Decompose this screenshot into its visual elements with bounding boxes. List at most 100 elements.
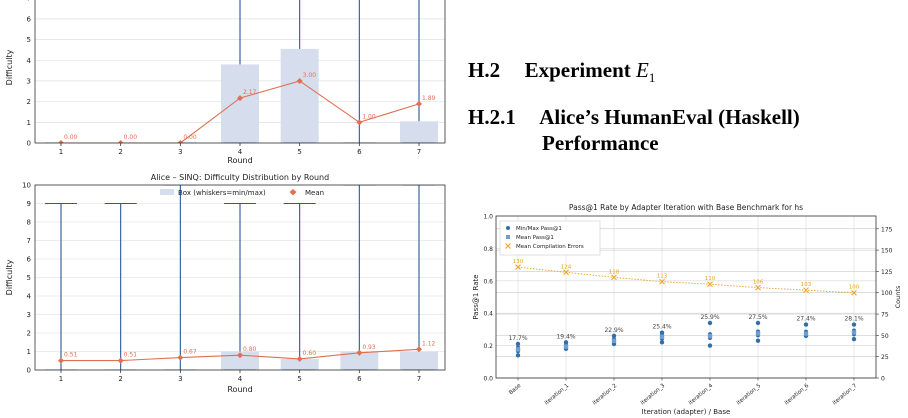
legend-box-label: Box (whiskers=min/max) [178,189,266,197]
mean-marker-5 [296,355,303,362]
max-pass-point [515,341,521,347]
mean-marker-1 [58,357,64,364]
mean-pass-label: 28.1% [844,316,863,323]
x-axis-label: Round [227,385,252,394]
mean-marker-6 [356,119,363,126]
min-pass-point [755,338,761,343]
y-tick-label: 0.0 [483,376,493,383]
max-pass-point [707,320,713,326]
y-tick-label: 5 [27,274,31,282]
mean-label-4: 0.80 [243,346,257,353]
max-pass-point [755,320,761,326]
x-axis-label: Round [227,156,252,165]
mean-label-1: 0.51 [64,352,78,359]
max-pass-point [851,322,857,327]
y-tick-label: 0.6 [483,278,493,285]
y-tick-label: 0 [27,367,31,375]
mean-pass-marker [659,334,665,340]
y-axis-label: Pass@1 Rate [472,274,480,319]
section-number: H.2 [468,58,501,82]
mean-pass-label: 19.4% [556,333,575,340]
mean-pass-marker [515,347,521,352]
mean-pass-marker [707,333,713,339]
x-tick-label: 1 [59,375,63,383]
mean-marker-4 [237,95,243,102]
y-tick-label: 7 [27,237,31,245]
y2-axis-label: Counts [894,285,902,308]
y-tick-label: 1 [27,348,31,356]
mean-pass-marker [803,331,809,336]
legend-mean-label: Mean Pass@1 [516,235,554,241]
section-title: Experiment [524,58,636,82]
y-tick-label: 3 [27,77,31,85]
box-6 [340,351,379,370]
y-tick-label: 4 [27,57,32,65]
mean-pass-label: 22.9% [604,327,623,334]
max-pass-point [803,322,809,327]
x-tick-label: Base [508,383,523,397]
y-axis-label: Difficulty [5,259,14,295]
x-tick-label: 6 [357,148,362,156]
y-tick-label: 2 [27,98,31,106]
subsection-title-line1: Alice’s HumanEval (Haskell) [539,105,800,129]
y-tick-label: 1 [27,119,31,127]
box-5 [280,358,319,370]
min-pass-point [707,343,713,348]
mean-marker-3 [177,140,184,143]
x-tick-label: iteration_3 [640,383,667,407]
legend-minmax-marker [506,226,510,230]
y2-tick-label: 25 [881,354,889,361]
max-pass-point [611,333,617,339]
mean-marker-4 [237,352,243,359]
mean-marker-7 [416,100,422,107]
mean-pass-marker [563,344,569,349]
plot-frame [495,215,877,379]
mean-marker-6 [356,349,363,356]
compile-errors-line [517,266,855,294]
x-tick-label: 2 [118,375,122,383]
mean-label-7: 1.12 [422,340,436,347]
legend-errors-marker [505,243,511,249]
mean-label-2: 0.00 [124,134,138,141]
legend-errors-label: Mean Compilation Errors [516,244,584,250]
y2-tick-label: 175 [881,226,893,233]
min-pass-point [851,336,857,342]
mean-marker-2 [117,357,124,364]
compile-error-label: 103 [801,282,812,288]
section-title-subscript: 1 [648,70,656,86]
x-tick-label: 7 [417,375,421,383]
chart-difficulty-by-round-top: 0 1 2 3 4 5 6 7 0.00 0.00 0.00 2.17 3.00 1.00 1.89 1 2 3 4… [5,0,446,165]
mean-pass-label: 27.4% [796,316,815,323]
mean-label-5: 0.60 [303,350,317,357]
compile-error-label: 106 [753,280,764,286]
mean-label-6: 1.00 [362,113,376,120]
subsection-heading-h3: H.2.1 Alice’s HumanEval (Haskell) Perfor… [468,104,800,156]
x-tick-label: iteration_2 [592,383,618,407]
legend-frame [499,220,601,256]
y2-tick-label: 125 [881,269,893,276]
box-7 [400,351,438,370]
legend: Min/Max Pass@1 Mean Pass@1 Mean Compilatio… [499,220,601,256]
y2-tick-label: 100 [881,290,893,297]
x-tick-label: iteration_1 [544,383,570,407]
y-tick-label: 2 [27,330,31,338]
x-axis-label: Iteration (adapter) / Base [642,408,731,416]
x-tick-label: iteration_7 [832,383,859,407]
mean-pass-label: 27.5% [748,314,767,321]
compile-error-marker [659,278,665,285]
x-tick-label: iteration_4 [688,383,715,407]
compile-error-label: 110 [705,276,716,282]
y-tick-label: 0.2 [483,343,493,350]
y-tick-label: 0.4 [483,311,493,318]
x-tick-label: 2 [118,148,122,156]
y-tick-label: 10 [22,182,31,190]
legend-mean-marker [506,235,510,239]
legend-box-swatch [160,189,174,195]
x-tick-label: iteration_5 [736,383,763,407]
y-tick-label: 1.0 [483,214,493,221]
mean-pass-label: 25.4% [652,324,671,331]
subsection-number: H.2.1 [468,105,516,129]
x-tick-label: 3 [178,148,182,156]
y-tick-label: 0 [27,140,31,148]
compile-error-label: 118 [609,269,620,275]
